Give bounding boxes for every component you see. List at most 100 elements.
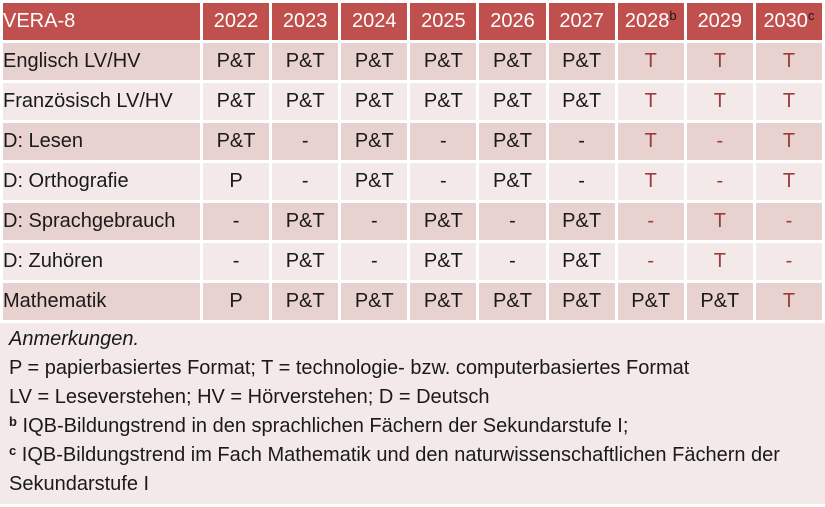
footnote-c-text: IQB-Bildungstrend im Fach Mathematik und…: [9, 444, 780, 495]
table-header-row: VERA-8 2022 2023 2024 2025 2026 2027 2028b 2029 2…: [3, 3, 822, 40]
value-cell: -: [341, 203, 408, 240]
value-cell: P&T: [272, 203, 339, 240]
table-row: D: Lesen P&T - P&T - P&T - T - T: [3, 123, 822, 160]
year-header-cell: 2025: [410, 3, 477, 40]
value-cell: P&T: [548, 43, 615, 80]
value-cell: T: [755, 43, 822, 80]
value-cell: T: [617, 163, 684, 200]
value-cell: T: [617, 43, 684, 80]
value-cell: -: [479, 243, 546, 280]
value-cell: P&T: [410, 243, 477, 280]
row-label: D: Lesen: [3, 123, 200, 160]
table-row: Englisch LV/HV P&T P&T P&T P&T P&T P&T T T T: [3, 43, 822, 80]
value-cell: P&T: [272, 243, 339, 280]
value-cell: P&T: [548, 203, 615, 240]
table-row: Französisch LV/HV P&T P&T P&T P&T P&T P&T T T T: [3, 83, 822, 120]
footnote-b-text: IQB-Bildungstrend in den sprachlichen Fä…: [16, 415, 629, 437]
value-cell: -: [203, 243, 270, 280]
footnote-c-marker: c: [9, 443, 17, 458]
row-label: Französisch LV/HV: [3, 83, 200, 120]
value-cell: -: [479, 203, 546, 240]
value-cell: T: [617, 83, 684, 120]
value-cell: P&T: [479, 163, 546, 200]
value-cell: P&T: [410, 283, 477, 320]
value-cell: -: [410, 123, 477, 160]
footnote-marker: b: [669, 8, 677, 23]
value-cell: P&T: [479, 123, 546, 160]
value-cell: -: [410, 163, 477, 200]
value-cell: P&T: [341, 123, 408, 160]
value-cell: -: [686, 163, 753, 200]
table-row: D: Orthografie P - P&T - P&T - T - T: [3, 163, 822, 200]
value-cell: P&T: [410, 83, 477, 120]
value-cell: -: [548, 163, 615, 200]
value-cell: P&T: [341, 283, 408, 320]
footnote-c: c IQB-Bildungstrend im Fach Mathematik u…: [9, 441, 816, 499]
value-cell: -: [272, 163, 339, 200]
note-abbreviation-legend: LV = Leseverstehen; HV = Hörverstehen; D…: [9, 386, 490, 408]
value-cell: P&T: [548, 83, 615, 120]
year-header-cell: 2026: [479, 3, 546, 40]
value-cell: T: [755, 283, 822, 320]
table-row: D: Zuhören - P&T - P&T - P&T - T -: [3, 243, 822, 280]
value-cell: T: [686, 83, 753, 120]
row-label: Mathematik: [3, 283, 200, 320]
value-cell: -: [617, 243, 684, 280]
footnote-marker: c: [807, 8, 815, 23]
value-cell: -: [686, 123, 753, 160]
row-label: D: Zuhören: [3, 243, 200, 280]
value-cell: P&T: [479, 43, 546, 80]
value-cell: P&T: [203, 83, 270, 120]
year-header-cell: 2029: [686, 3, 753, 40]
year-header-cell: 2022: [203, 3, 270, 40]
value-cell: P&T: [203, 123, 270, 160]
value-cell: T: [617, 123, 684, 160]
value-cell: -: [341, 243, 408, 280]
year-header-cell: 2023: [272, 3, 339, 40]
value-cell: -: [548, 123, 615, 160]
value-cell: P&T: [341, 83, 408, 120]
year-header-cell: 2028b: [617, 3, 684, 40]
year-header-cell: 2030c: [755, 3, 822, 40]
table-body: Englisch LV/HV P&T P&T P&T P&T P&T P&T T T T Franz…: [3, 43, 822, 320]
value-cell: T: [686, 43, 753, 80]
footnote-b-marker: b: [9, 414, 17, 429]
vera8-assessment-table: VERA-8 2022 2023 2024 2025 2026 2027 2028b 2029 2…: [3, 3, 822, 320]
year-header-cell: 2027: [548, 3, 615, 40]
value-cell: T: [686, 203, 753, 240]
value-cell: -: [617, 203, 684, 240]
value-cell: P: [203, 283, 270, 320]
value-cell: P&T: [410, 203, 477, 240]
value-cell: P&T: [548, 283, 615, 320]
value-cell: P&T: [341, 43, 408, 80]
row-label: D: Orthografie: [3, 163, 200, 200]
note-format-legend: P = papierbasiertes Format; T = technolo…: [9, 357, 690, 379]
footnote-b: b IQB-Bildungstrend in den sprachlichen …: [9, 412, 816, 441]
row-label: Englisch LV/HV: [3, 43, 200, 80]
value-cell: P&T: [203, 43, 270, 80]
value-cell: P: [203, 163, 270, 200]
table-title: VERA-8: [3, 3, 200, 40]
value-cell: P&T: [272, 43, 339, 80]
value-cell: -: [755, 243, 822, 280]
value-cell: T: [755, 83, 822, 120]
value-cell: -: [203, 203, 270, 240]
value-cell: -: [755, 203, 822, 240]
row-label: D: Sprachgebrauch: [3, 203, 200, 240]
table-row: D: Sprachgebrauch - P&T - P&T - P&T - T -: [3, 203, 822, 240]
notes-heading: Anmerkungen.: [9, 328, 140, 350]
value-cell: T: [755, 163, 822, 200]
value-cell: P&T: [272, 83, 339, 120]
value-cell: T: [686, 243, 753, 280]
notes-section: Anmerkungen. P = papierbasiertes Format;…: [0, 323, 825, 504]
value-cell: T: [755, 123, 822, 160]
value-cell: P&T: [617, 283, 684, 320]
table-row: Mathematik P P&T P&T P&T P&T P&T P&T P&T T: [3, 283, 822, 320]
value-cell: P&T: [272, 283, 339, 320]
value-cell: P&T: [479, 83, 546, 120]
value-cell: P&T: [479, 283, 546, 320]
value-cell: P&T: [341, 163, 408, 200]
value-cell: P&T: [548, 243, 615, 280]
value-cell: -: [272, 123, 339, 160]
